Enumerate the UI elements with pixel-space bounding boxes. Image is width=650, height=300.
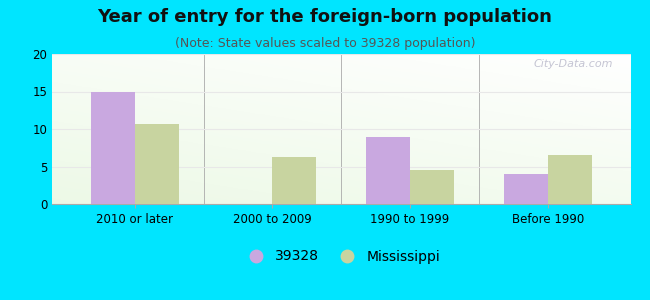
Legend: 39328, Mississippi: 39328, Mississippi — [237, 244, 446, 269]
Bar — [410, 169, 454, 204]
Bar — [135, 124, 179, 204]
Bar — [90, 92, 135, 204]
Bar — [504, 174, 548, 204]
Bar — [548, 154, 592, 204]
Bar — [272, 157, 317, 204]
Text: City-Data.com: City-Data.com — [534, 58, 613, 68]
Text: (Note: State values scaled to 39328 population): (Note: State values scaled to 39328 popu… — [175, 38, 475, 50]
Bar — [366, 136, 410, 204]
Text: Year of entry for the foreign-born population: Year of entry for the foreign-born popul… — [98, 8, 552, 26]
